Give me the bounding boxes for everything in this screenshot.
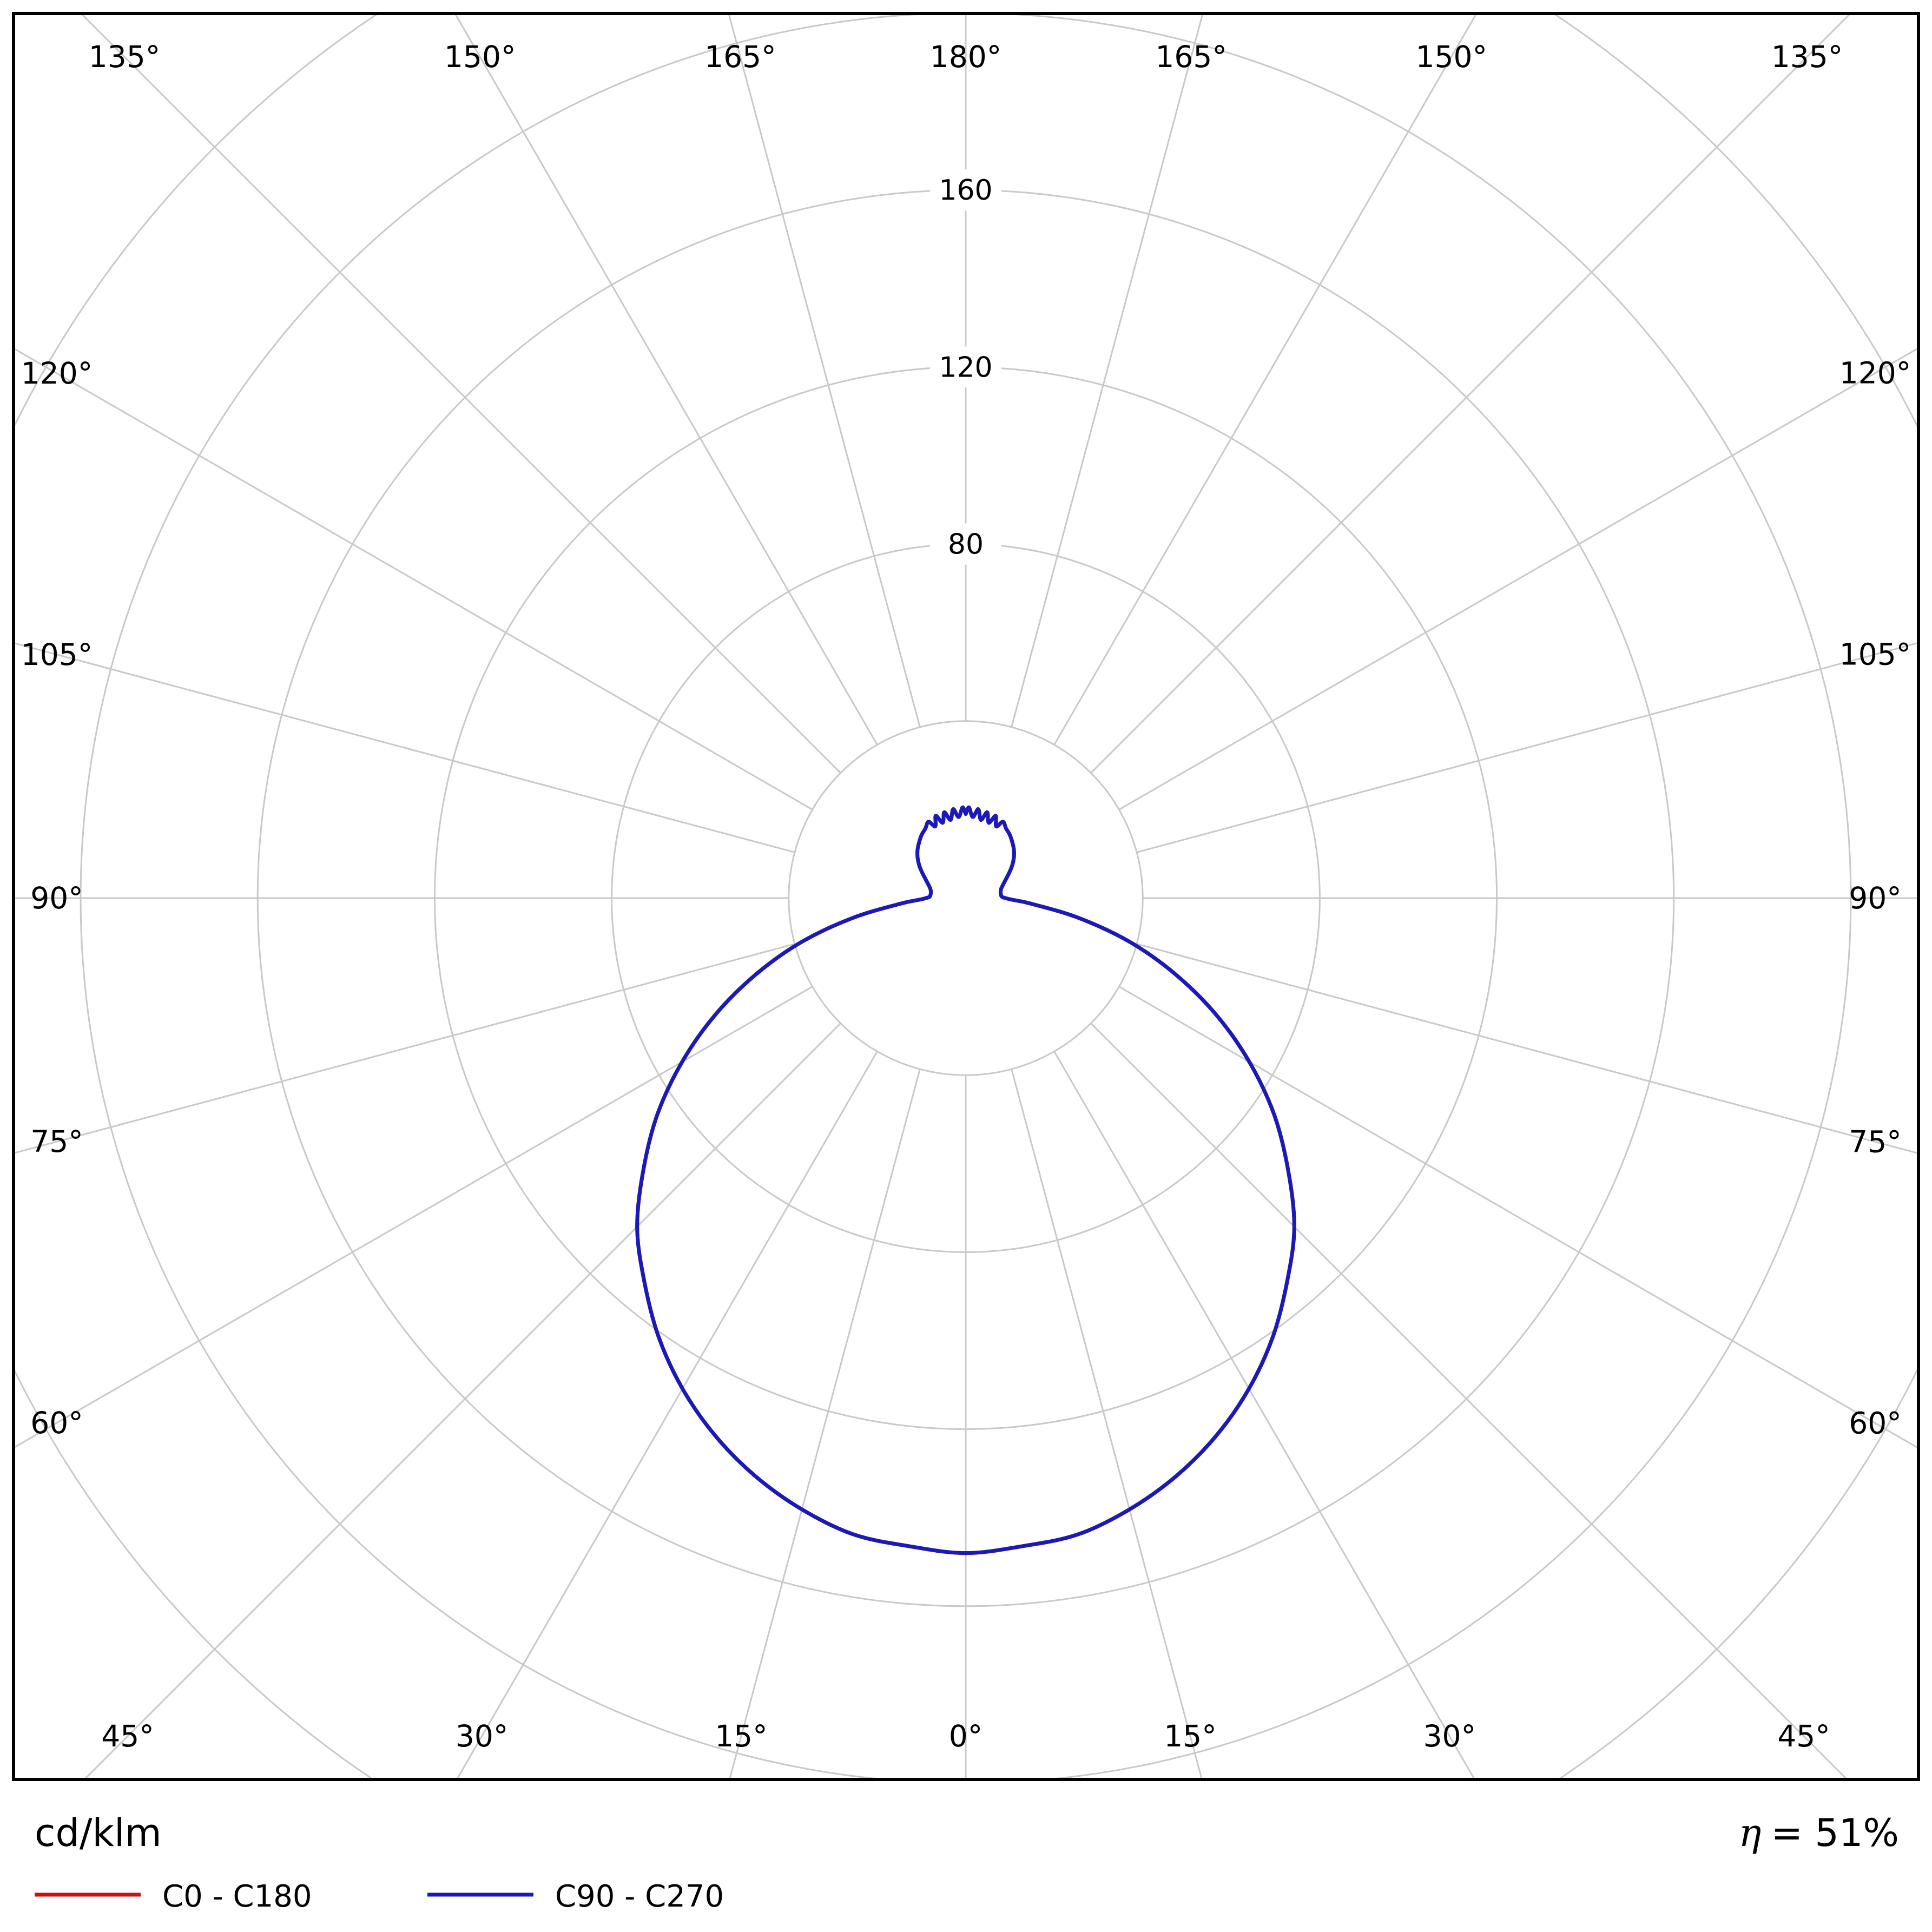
unit-label: cd/klm xyxy=(35,1811,162,1855)
grid-spoke-45 xyxy=(1090,1023,1849,1779)
grid-spoke-255 xyxy=(14,642,795,853)
grid-spoke-300 xyxy=(14,986,813,1449)
grid-spoke-210 xyxy=(454,14,878,746)
angle-label-165-left: 165° xyxy=(704,39,776,74)
grid-spoke-240 xyxy=(14,347,813,810)
angle-label-120-left: 120° xyxy=(21,356,93,391)
angle-label-90-right: 90° xyxy=(1849,881,1902,915)
radial-label-160: 160 xyxy=(939,174,992,207)
legend-label-c0-c180: C0 - C180 xyxy=(162,1879,312,1914)
angle-label-135-left: 135° xyxy=(89,39,160,74)
angle-label-120-right: 120° xyxy=(1839,355,1911,390)
angle-label-45-right: 45° xyxy=(1777,1719,1830,1753)
axis-labels: 0° 15° 30° 45° 60° 75° 90° 105° 120° 135° 150° 165°… xyxy=(21,39,1911,1753)
angle-label-15-left: 15° xyxy=(715,1719,768,1753)
grid-spoke-165 xyxy=(1011,14,1204,728)
angle-label-30-right: 30° xyxy=(1423,1719,1476,1753)
angle-label-75-right: 75° xyxy=(1849,1124,1902,1159)
grid-spoke-330 xyxy=(456,1051,878,1779)
grid-spoke-15 xyxy=(1011,1069,1203,1779)
curve-C90-C270 xyxy=(635,805,1296,1555)
angle-label-75-left: 75° xyxy=(30,1124,83,1159)
angle-label-15-right: 15° xyxy=(1164,1719,1217,1753)
curves xyxy=(635,805,1296,1555)
grid-spoke-135 xyxy=(1090,14,1852,774)
angle-label-105-right: 105° xyxy=(1839,637,1911,672)
radial-label-bg-120 xyxy=(930,346,1001,388)
grid-spoke-150 xyxy=(1053,14,1478,746)
angle-label-60-right: 60° xyxy=(1849,1406,1902,1441)
angle-label-180: 180° xyxy=(930,39,1001,74)
legend-label-c90-c270: C90 - C270 xyxy=(555,1879,724,1914)
angle-label-0: 0° xyxy=(949,1719,983,1753)
grid-spoke-225 xyxy=(80,14,841,774)
radial-label-bg-160 xyxy=(930,169,1001,211)
angle-label-45-left: 45° xyxy=(101,1719,154,1753)
angle-label-90-left: 90° xyxy=(30,881,83,915)
efficiency-label: η = 51% xyxy=(1739,1811,1899,1855)
grid-spoke-75 xyxy=(1136,943,1918,1155)
angle-label-30-left: 30° xyxy=(456,1719,509,1753)
grid-spoke-60 xyxy=(1118,986,1918,1449)
radial-label-bg-80 xyxy=(930,523,1001,565)
angle-label-150-left: 150° xyxy=(444,39,516,74)
eta-symbol: η xyxy=(1739,1811,1762,1855)
grid-spoke-315 xyxy=(83,1023,841,1779)
angle-label-60-left: 60° xyxy=(30,1406,83,1440)
grid-spoke-285 xyxy=(14,943,795,1155)
efficiency-value: = 51% xyxy=(1771,1811,1900,1855)
grid-spoke-195 xyxy=(728,14,921,728)
grid-spoke-345 xyxy=(728,1069,921,1779)
grid-spoke-120 xyxy=(1118,347,1918,810)
grid-spoke-30 xyxy=(1053,1051,1476,1779)
angle-label-135-right: 135° xyxy=(1771,39,1843,74)
grid-spoke-105 xyxy=(1136,642,1918,853)
radial-label-80: 80 xyxy=(948,529,984,561)
angle-label-165-right: 165° xyxy=(1155,39,1227,74)
angle-label-105-left: 105° xyxy=(21,637,93,672)
radial-label-120: 120 xyxy=(939,351,992,384)
angle-label-150-right: 150° xyxy=(1416,39,1487,74)
plot-border xyxy=(12,12,1920,1781)
